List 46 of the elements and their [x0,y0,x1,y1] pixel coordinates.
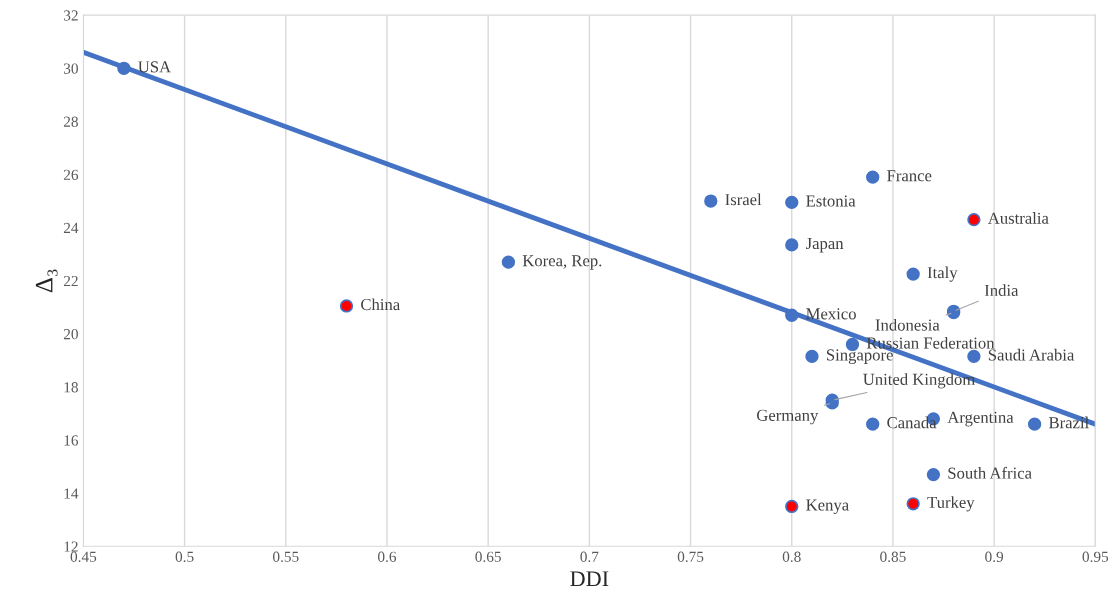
annotation: Argentina [947,411,1014,427]
x-tick-label: 0.9 [985,551,1004,562]
x-tick-label: 0.7 [580,551,599,562]
x-tick-label: 0.65 [475,551,501,562]
annotation: Brazil [1048,416,1089,429]
y-tick-label: 30 [63,63,78,74]
x-tick-label: 0.75 [677,551,704,562]
y-tick-label: 32 [63,10,78,21]
x-tick-label: 0.95 [1082,551,1109,562]
y-tick-label: 26 [63,169,79,180]
y-tick-label: 22 [63,275,78,287]
annotation: United Kingdom [863,373,976,389]
x-tick-label: 0.45 [70,551,97,562]
annotation: India [984,284,1019,296]
annotation: Singapore [826,349,893,364]
x-tick-label: 0.5 [175,551,194,562]
annotation: France [887,170,932,182]
annotation: China [361,298,400,311]
y-tick-label: 16 [64,435,79,446]
y-tick-label: 28 [63,116,78,127]
annotation: Turkey [927,496,975,512]
x-tick-label: 0.8 [782,551,801,562]
annotation: Germany [757,409,819,425]
annotation: Canada [887,416,937,429]
x-tick-label: 0.6 [378,551,397,562]
y-tick-label: 18 [64,382,78,393]
annotation: Australia [987,212,1049,224]
y-tick-label: 20 [63,328,78,340]
annotation: USA [138,61,171,73]
annotation: Indonesia [875,318,940,331]
annotation: Kenya [806,499,849,515]
annotation: Saudi Arabia [988,348,1075,361]
annotation: Korea, Rep. [522,255,602,270]
annotation: Japan [805,237,844,253]
annotation: South Africa [948,466,1032,479]
y-tick-label: 12 [64,541,78,552]
annotation: Mexico [806,308,856,320]
annotation: Israel [725,193,762,206]
x-tick-label: 0.85 [880,551,906,562]
y-tick-label: 14 [64,488,79,499]
x-tick-label: 0.55 [273,551,299,562]
annotation: Estonia [806,195,856,207]
annotation: Italy [927,266,958,282]
y-axis-title: Δ₃ [35,269,58,293]
y-tick-label: 24 [63,222,79,233]
x-axis-title: DDI [570,571,609,587]
